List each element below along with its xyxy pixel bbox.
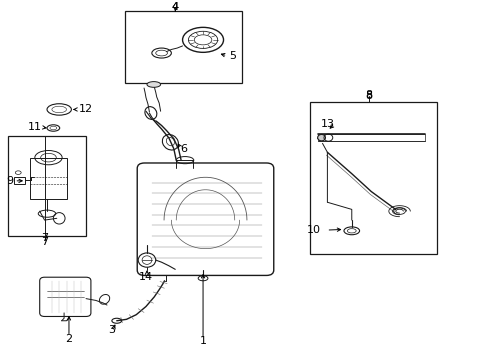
- Text: 6: 6: [180, 144, 187, 154]
- Text: 12: 12: [79, 104, 93, 114]
- Text: 7: 7: [41, 233, 48, 243]
- Text: 11: 11: [27, 122, 41, 132]
- Bar: [310, 102, 436, 254]
- Bar: [8, 136, 86, 236]
- Text: 2: 2: [65, 334, 72, 343]
- Bar: [14, 176, 25, 184]
- Bar: [125, 11, 242, 83]
- Text: 14: 14: [139, 272, 153, 282]
- Text: 5: 5: [229, 51, 236, 61]
- Text: 4: 4: [171, 2, 179, 12]
- Text: 9: 9: [6, 176, 13, 186]
- Ellipse shape: [147, 82, 160, 87]
- Text: 7: 7: [41, 237, 48, 247]
- Text: 1: 1: [199, 336, 206, 346]
- Text: 8: 8: [365, 90, 372, 100]
- Text: 8: 8: [365, 91, 372, 101]
- Text: 4: 4: [171, 2, 179, 12]
- Text: 3: 3: [108, 325, 115, 335]
- Text: 10: 10: [306, 225, 320, 235]
- Bar: [317, 134, 424, 141]
- Bar: [30, 158, 66, 199]
- Text: 13: 13: [321, 119, 334, 129]
- Ellipse shape: [317, 134, 325, 141]
